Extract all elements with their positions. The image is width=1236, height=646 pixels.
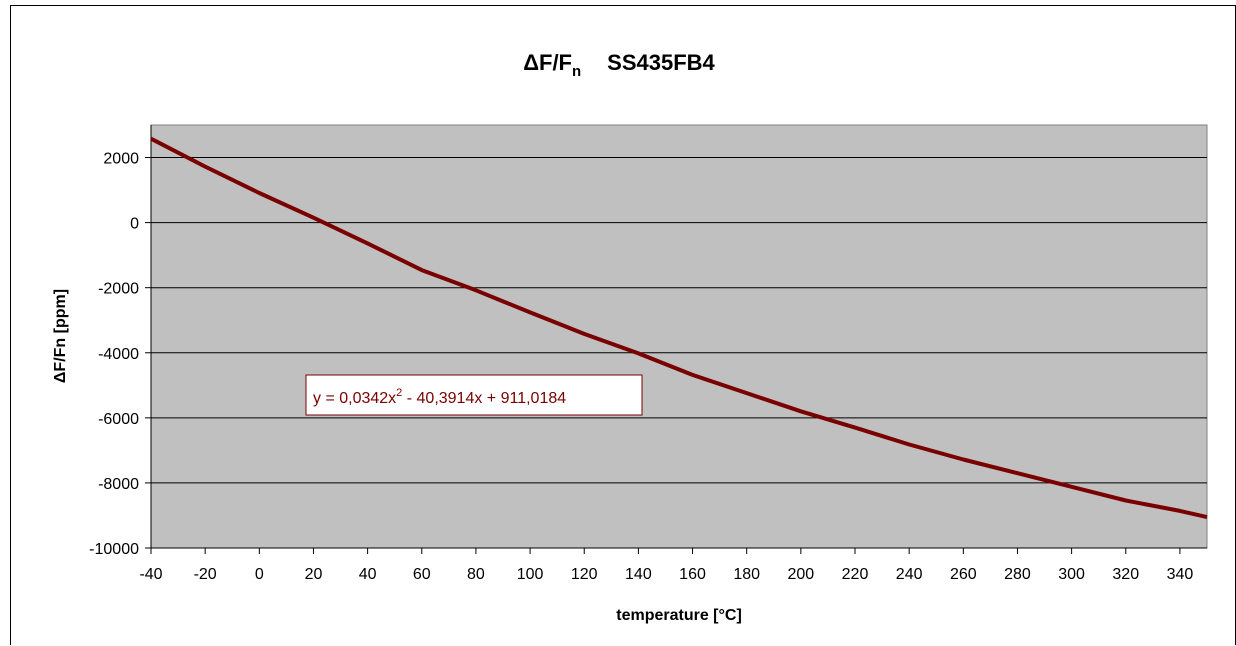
x-tick-label: 60: [413, 566, 431, 583]
x-tick-label: 260: [950, 566, 977, 583]
x-tick-label: 20: [305, 566, 323, 583]
x-tick-label: 180: [733, 566, 760, 583]
chart-svg: ΔF/Fn SS435FB4 -40 -20 0 20 40 60 80 100 120 140 16…: [52, 50, 1208, 624]
series-line-1: [150, 136, 1208, 520]
equation-suffix: - 40,3914x + 911,0184: [402, 390, 566, 407]
series-group: [150, 136, 1208, 520]
title-delta: Δ: [523, 50, 539, 75]
trendline-equation: y = 0,0342x2 - 40,3914x + 911,0184: [313, 387, 566, 407]
x-tick-label: 300: [1058, 566, 1085, 583]
y-tick-labels: 2000 0 -2000 -4000 -6000 -8000 -10000: [89, 151, 139, 558]
y-tick-label: -6000: [98, 411, 139, 428]
x-tick-label: 320: [1112, 566, 1139, 583]
axes: [145, 125, 1207, 554]
x-tick-label: 240: [896, 566, 923, 583]
x-tick-label: 280: [1004, 566, 1031, 583]
equation-exponent: 2: [396, 387, 402, 399]
x-tick-label: 340: [1167, 566, 1194, 583]
y-tick-label: 0: [130, 216, 139, 233]
x-tick-label: -20: [194, 566, 217, 583]
chart-title: ΔF/Fn SS435FB4: [523, 50, 715, 80]
x-tick-label: 40: [359, 566, 377, 583]
trendline-equation-border: [305, 374, 643, 416]
x-tick-label: 100: [517, 566, 544, 583]
x-tick-label: -40: [139, 566, 162, 583]
x-tick-label: 140: [625, 566, 652, 583]
title-device: SS435FB4: [607, 50, 715, 75]
x-tick-label: 200: [787, 566, 814, 583]
x-tick-label: 220: [842, 566, 869, 583]
x-tick-label: 0: [255, 566, 264, 583]
y-tick-label: -2000: [98, 281, 139, 298]
equation-prefix: y = 0,0342x: [313, 390, 396, 407]
y-tick-label: -4000: [98, 346, 139, 363]
x-tick-label: 120: [571, 566, 598, 583]
y-axis-label: ΔF/Fn [ppm]: [52, 289, 69, 383]
y-tick-label: -10000: [89, 541, 139, 558]
x-axis-label: temperature [°C]: [616, 607, 742, 624]
chart-frame: ΔF/Fn SS435FB4 -40 -20 0 20 40 60 80 100 120 140 16…: [10, 5, 1236, 645]
x-tick-label: 160: [679, 566, 706, 583]
y-tick-label: -8000: [98, 476, 139, 493]
x-tick-label: 80: [467, 566, 485, 583]
trendline-equation-box: y = 0,0342x2 - 40,3914x + 911,0184: [305, 374, 643, 416]
title-main: F/F: [539, 50, 572, 75]
y-tick-label: 2000: [103, 151, 139, 168]
title-subscript: n: [572, 63, 581, 80]
x-tick-labels: -40 -20 0 20 40 60 80 100 120 140 160 180 200 220 240 2…: [139, 566, 1193, 583]
plot-area: [150, 124, 1208, 549]
